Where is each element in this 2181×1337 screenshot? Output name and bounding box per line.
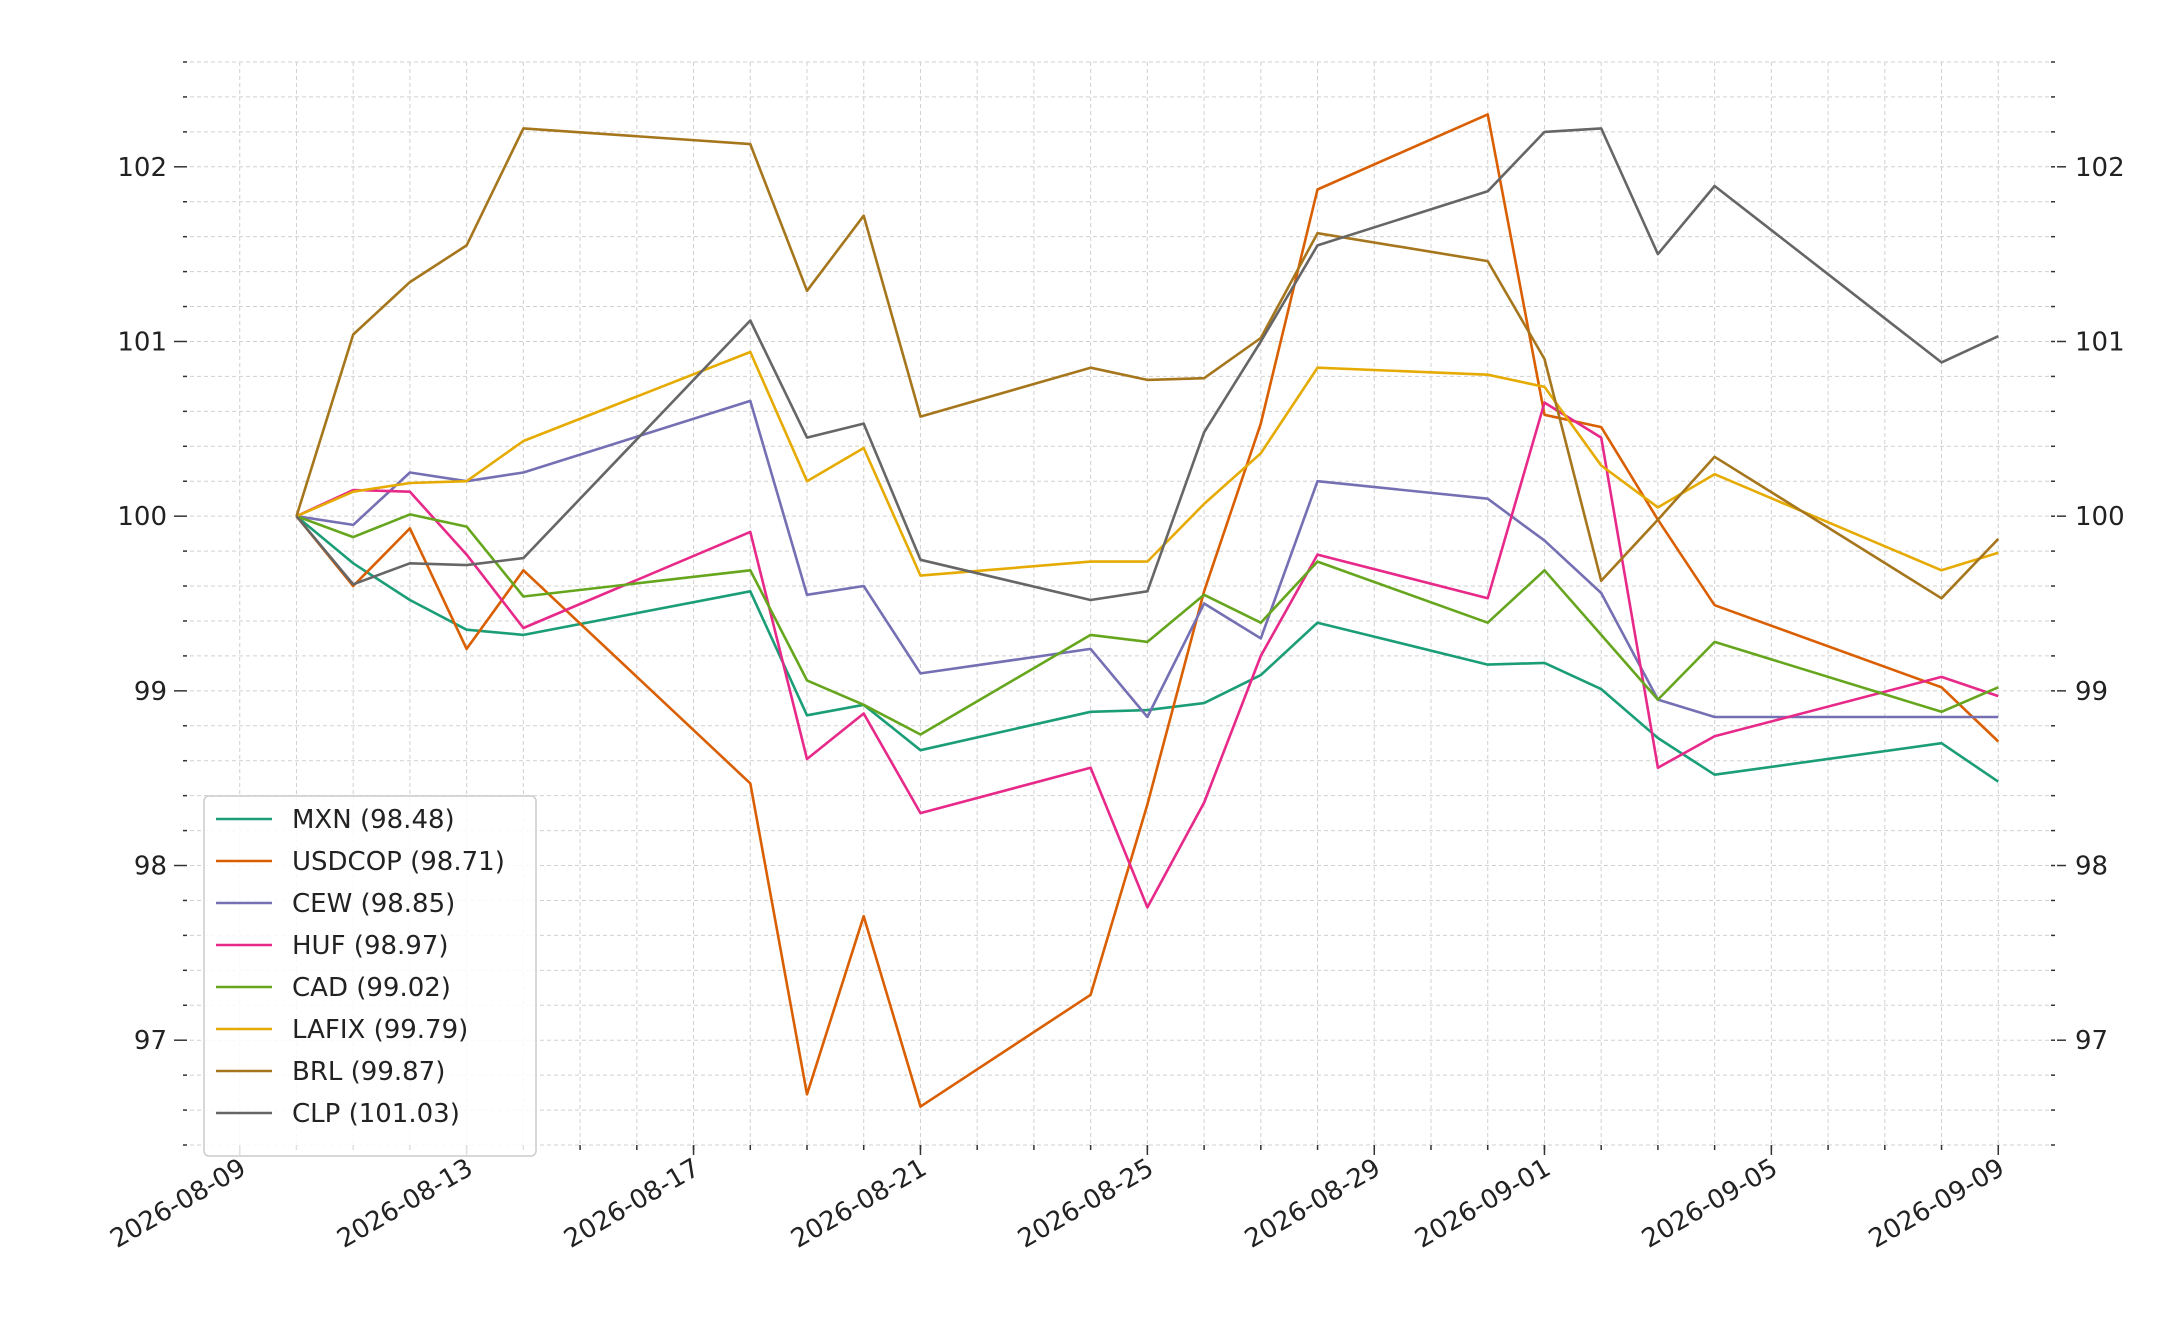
legend[interactable]: MXN (98.48) USDCOP (98.71) CEW (98.85) HUF … (203, 795, 537, 1157)
y-tick-label-right: 100 (2075, 502, 2125, 532)
y-tick-label-right: 102 (2075, 153, 2125, 183)
series-line-1 (295, 515, 2000, 783)
legend-entry-label: LAFIX (99.79) (292, 1015, 468, 1045)
legend-entry-label: CAD (99.02) (292, 973, 451, 1003)
series-line-7 (295, 127, 2000, 600)
legend-entry-label: MXN (98.48) (292, 805, 455, 835)
legend-entry-label: CEW (98.85) (292, 889, 455, 919)
legend-entry-label: HUF (98.97) (292, 931, 449, 961)
legend-box (203, 795, 537, 1157)
y-tick-label: 98 (134, 852, 167, 882)
y-tick-label-right: 97 (2075, 1026, 2108, 1056)
x-tick-label: 2026-08-29 (1240, 1153, 1386, 1255)
x-tick-label: 2026-08-09 (105, 1153, 251, 1255)
series-line-2 (295, 113, 2000, 1108)
legend-entry-label: CLP (101.03) (292, 1099, 460, 1129)
series-line-6 (295, 350, 1999, 577)
x-tick-label: 2026-08-13 (332, 1153, 478, 1255)
series-lines (295, 113, 2000, 1108)
legend-entry-label: USDCOP (98.71) (292, 847, 505, 877)
x-tick-label: 2026-08-25 (1013, 1153, 1159, 1255)
x-tick-label: 2026-08-21 (786, 1153, 932, 1255)
y-tick-label-right: 99 (2075, 677, 2108, 707)
y-tick-label-right: 98 (2075, 852, 2108, 882)
series-line-8 (295, 127, 1999, 602)
legend-entry-label: BRL (99.87) (292, 1057, 445, 1087)
y-tick-label: 99 (134, 677, 167, 707)
x-tick-label: 2026-09-01 (1410, 1153, 1556, 1255)
x-tick-label: 2026-09-05 (1637, 1153, 1783, 1255)
y-tick-label: 97 (134, 1026, 167, 1056)
x-tick-label: 2026-09-09 (1864, 1153, 2010, 1255)
series-line-5 (296, 513, 1999, 736)
y-tick-label-right: 101 (2075, 327, 2125, 357)
y-tick-label: 102 (117, 153, 167, 183)
y-tick-label: 100 (117, 502, 167, 532)
x-tick-label: 2026-08-17 (559, 1153, 705, 1255)
y-tick-label: 101 (117, 327, 167, 357)
series-line-4 (295, 401, 1999, 909)
